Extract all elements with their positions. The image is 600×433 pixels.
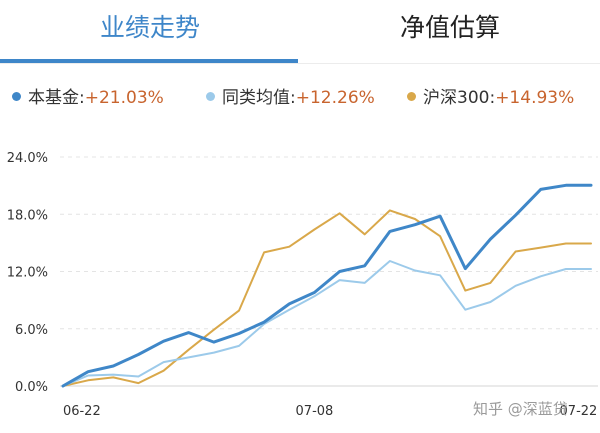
x-tick-label: 06-22 — [63, 404, 101, 419]
series-line-csi300[interactable] — [62, 209, 592, 387]
legend-value-fund: +21.03% — [84, 88, 164, 108]
series-line-peer-average[interactable] — [62, 260, 592, 387]
legend-name-csi300: 沪深300: — [423, 88, 496, 108]
legend-value-peer-average: +12.26% — [295, 88, 375, 108]
legend-item-peer-average[interactable]: 同类均值:+12.26% — [206, 84, 375, 112]
active-tab-indicator — [0, 59, 298, 63]
y-tick-label: 18.0% — [7, 208, 48, 223]
chart-legend: 本基金:+21.03% 同类均值:+12.26% 沪深300:+14.93% — [0, 84, 600, 112]
tab-bar: 业绩走势 净值估算 — [0, 0, 600, 64]
y-axis-tick-labels: 0.0% 6.0% 12.0% 18.0% 24.0% — [7, 151, 48, 395]
tab-nav-estimate[interactable]: 净值估算 — [399, 13, 500, 42]
legend-name-peer-average: 同类均值: — [222, 88, 296, 108]
watermark-text: 知乎 @深蓝贷 — [473, 400, 568, 418]
legend-dot-fund — [12, 91, 21, 101]
tab-performance-trend[interactable]: 业绩走势 — [99, 13, 200, 42]
legend-dot-peer-average — [206, 91, 215, 101]
legend-item-fund[interactable]: 本基金:+21.03% — [12, 84, 164, 112]
x-axis-tick-labels: 06-22 07-08 07-22 — [63, 404, 597, 419]
y-tick-label: 24.0% — [7, 151, 48, 166]
legend-item-csi300[interactable]: 沪深300:+14.93% — [407, 84, 574, 112]
performance-line-chart[interactable]: 0.0%6.0%12.0%18.0%24.0% 06-22 07-08 07-22 … — [0, 140, 600, 433]
tab-divider — [0, 63, 600, 64]
series-lines — [61, 183, 593, 388]
grid-lines — [60, 156, 598, 387]
legend-dot-csi300 — [407, 91, 416, 101]
x-tick-label: 07-22 — [560, 404, 598, 419]
legend-name-fund: 本基金: — [28, 88, 85, 108]
y-tick-label: 0.0% — [15, 380, 48, 395]
series-line-fund[interactable] — [61, 183, 593, 388]
y-tick-label: 6.0% — [15, 323, 48, 338]
x-tick-label: 07-08 — [296, 404, 334, 419]
legend-value-csi300: +14.93% — [495, 88, 575, 108]
y-tick-label: 12.0% — [7, 266, 48, 281]
